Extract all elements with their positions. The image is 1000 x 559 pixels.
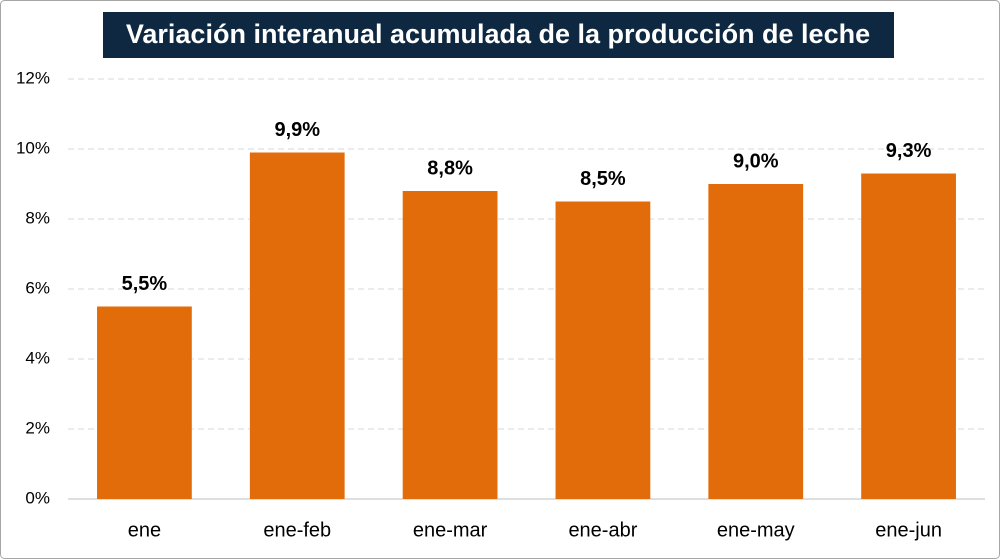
bar <box>402 191 498 499</box>
x-tick-label: ene-jun <box>875 519 942 541</box>
y-tick-label: 6% <box>25 278 50 297</box>
x-tick-label: ene-mar <box>413 519 488 541</box>
bar <box>861 173 956 499</box>
value-label: 9,0% <box>733 150 779 172</box>
x-tick-label: ene-feb <box>263 519 331 541</box>
y-tick-label: 0% <box>25 488 50 507</box>
x-tick-label: ene-may <box>717 519 795 541</box>
value-label: 9,3% <box>886 140 932 162</box>
value-label: 8,5% <box>580 168 626 190</box>
bar <box>555 201 651 499</box>
y-tick-label: 8% <box>25 208 50 227</box>
bar <box>708 184 804 499</box>
bar <box>249 152 345 499</box>
y-tick-label: 10% <box>16 138 50 157</box>
x-tick-label: ene <box>128 519 161 541</box>
y-tick-label: 2% <box>25 418 50 437</box>
bar <box>97 306 192 499</box>
value-label: 8,8% <box>427 157 473 179</box>
value-label: 9,9% <box>274 119 320 141</box>
x-tick-label: ene-abr <box>568 519 637 541</box>
value-label: 5,5% <box>122 273 168 295</box>
y-tick-label: 12% <box>16 68 50 87</box>
chart-title: Variación interanual acumulada de la pro… <box>126 19 870 49</box>
title-box <box>103 12 894 58</box>
y-tick-label: 4% <box>25 348 50 367</box>
